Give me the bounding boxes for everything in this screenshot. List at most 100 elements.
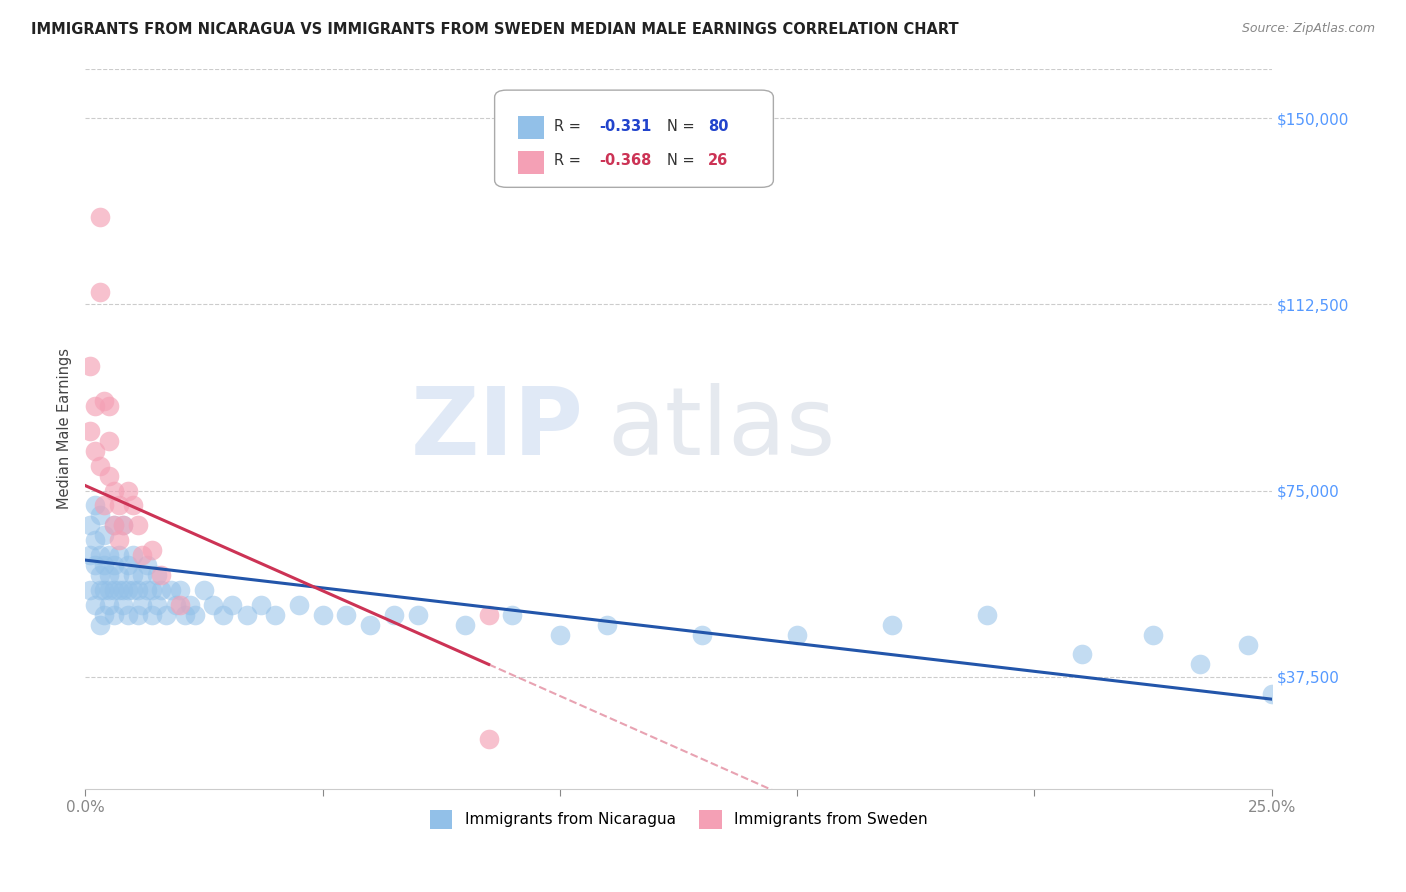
Point [202,598,225,612]
Point [83,443,105,458]
Point [117,483,139,498]
Point [478,607,501,622]
Point [98,568,121,582]
Text: 26: 26 [709,153,728,169]
Point [107,582,129,597]
Point [1237,638,1260,652]
Point [136,558,159,572]
Point [165,598,187,612]
Point [98,582,121,597]
Point [141,543,163,558]
Point [335,607,357,622]
Point [89,285,111,299]
Point [121,548,143,562]
Point [103,558,125,572]
Point [117,582,139,597]
Point [141,607,163,622]
Point [145,598,167,612]
Point [79,582,101,597]
Point [89,582,111,597]
Text: IMMIGRANTS FROM NICARAGUA VS IMMIGRANTS FROM SWEDEN MEDIAN MALE EARNINGS CORRELA: IMMIGRANTS FROM NICARAGUA VS IMMIGRANTS … [31,22,959,37]
Text: N =: N = [666,119,699,134]
Point [103,607,125,622]
Point [83,533,105,548]
Point [121,568,143,582]
Point [112,518,135,533]
Point [89,617,111,632]
Text: N =: N = [666,153,699,169]
Point [159,582,181,597]
Text: atlas: atlas [607,383,835,475]
Point [83,499,105,513]
Point [1142,627,1164,641]
Point [103,518,125,533]
Point [382,607,405,622]
Point [264,607,287,622]
Point [406,607,429,622]
Point [112,518,135,533]
Point [121,582,143,597]
Point [112,598,135,612]
Text: R =: R = [554,153,585,169]
Point [690,627,713,641]
Point [103,483,125,498]
Point [145,568,167,582]
Point [596,617,619,632]
Point [112,582,135,597]
Point [136,582,159,597]
Point [79,548,101,562]
Point [93,499,115,513]
FancyBboxPatch shape [495,90,773,187]
Point [131,548,153,562]
Point [89,508,111,523]
Text: -0.331: -0.331 [599,119,651,134]
Point [288,598,311,612]
Point [121,499,143,513]
Point [169,598,191,612]
Text: Source: ZipAtlas.com: Source: ZipAtlas.com [1241,22,1375,36]
Point [880,617,903,632]
FancyBboxPatch shape [519,116,544,139]
Point [141,582,163,597]
Point [501,607,523,622]
Point [93,582,115,597]
Point [454,617,477,632]
Point [127,582,149,597]
Point [83,399,105,413]
Point [98,598,121,612]
Point [1070,648,1092,662]
Point [89,458,111,473]
Point [93,558,115,572]
Point [235,607,257,622]
Text: ZIP: ZIP [411,383,583,475]
Text: -0.368: -0.368 [599,153,651,169]
Point [131,568,153,582]
Point [183,607,205,622]
Point [89,568,111,582]
Point [98,548,121,562]
Point [1260,687,1282,701]
Point [193,582,215,597]
Point [79,518,101,533]
Point [250,598,273,612]
Point [93,607,115,622]
Point [103,518,125,533]
Point [107,533,129,548]
Point [89,548,111,562]
Text: 80: 80 [709,119,728,134]
Point [169,582,191,597]
Point [117,607,139,622]
Text: R =: R = [554,119,585,134]
Point [548,627,571,641]
Point [127,518,149,533]
Point [311,607,333,622]
Point [117,558,139,572]
Point [174,607,197,622]
Point [976,607,998,622]
Point [107,548,129,562]
Point [83,558,105,572]
Point [212,607,235,622]
Point [786,627,808,641]
Point [131,598,153,612]
Point [127,607,149,622]
